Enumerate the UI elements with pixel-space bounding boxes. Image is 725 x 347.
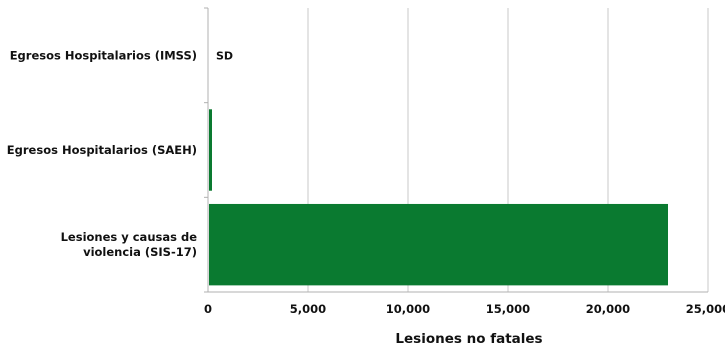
bar <box>209 109 212 191</box>
x-axis-title: Lesiones no fatales <box>395 331 542 347</box>
x-tick-label: 25,000 <box>686 302 725 316</box>
bar <box>209 203 668 286</box>
category-label: Egresos Hospitalarios (SAEH) <box>7 143 197 157</box>
x-tick-label: 15,000 <box>486 302 530 316</box>
x-tick-labels: 0 5,000 10,000 15,000 20,000 25,000 <box>204 302 725 316</box>
x-tick-label: 20,000 <box>586 302 630 316</box>
bars <box>209 109 668 286</box>
category-label-line: violencia (SIS-17) <box>83 245 197 259</box>
category-labels: Egresos Hospitalarios (IMSS) Egresos Hosp… <box>7 48 197 259</box>
data-labels: SD <box>216 49 233 62</box>
x-tick-label: 5,000 <box>290 302 326 316</box>
axes <box>204 7 708 293</box>
x-tick-label: 10,000 <box>386 302 430 316</box>
x-tick-label: 0 <box>204 302 212 316</box>
category-label: Egresos Hospitalarios (IMSS) <box>10 48 197 62</box>
data-label: SD <box>216 49 233 62</box>
category-label-line: Egresos Hospitalarios (IMSS) <box>10 48 197 62</box>
category-label-line: Egresos Hospitalarios (SAEH) <box>7 143 197 157</box>
category-label-line: Lesiones y causas de <box>61 230 198 244</box>
category-label: Lesiones y causas de violencia (SIS-17) <box>61 230 198 259</box>
